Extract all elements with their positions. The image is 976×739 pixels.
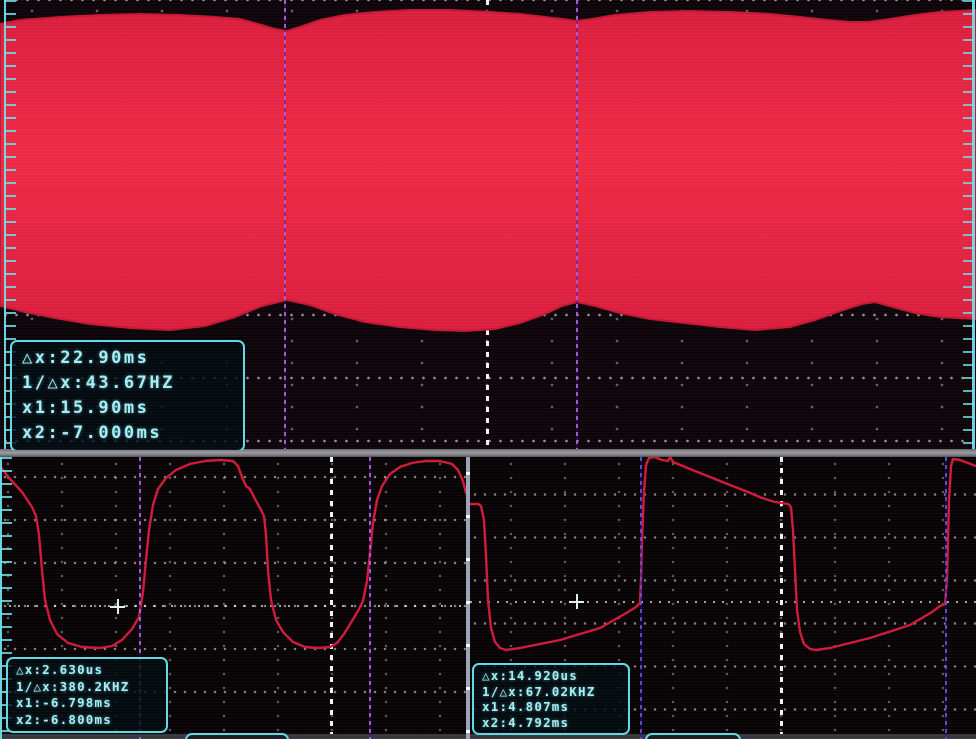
right-edge-ruler — [963, 0, 975, 450]
cursor-line-x1 — [369, 457, 371, 739]
cursor-line-x2 — [640, 457, 642, 739]
trigger-cross-icon — [110, 599, 125, 614]
cursor-measurement-box: △x:22.90ms 1/△x:43.67HZ x1:15.90ms x2:-7… — [10, 340, 245, 450]
scope-panel-zoom-right: △x:14.920us 1/△x:67.02KHZ x1:4.807ms x2:… — [470, 457, 976, 739]
scope-panel-main: △x:22.90ms 1/△x:43.67HZ x1:15.90ms x2:-7… — [0, 0, 976, 450]
x1-readout: x1:15.90ms — [22, 398, 150, 418]
cursor-measurement-box: △x:14.920us 1/△x:67.02KHZ x1:4.807ms x2:… — [472, 663, 630, 735]
x2-readout: x2:4.792ms — [482, 714, 570, 730]
delta-x-readout: △x:22.90ms — [22, 348, 150, 368]
x1-readout: x1:-6.798ms — [16, 695, 112, 710]
panel-divider-vertical — [466, 457, 470, 739]
frequency-readout: 1/△x:43.67HZ — [22, 373, 175, 393]
cursor-line-x1 — [576, 0, 578, 450]
frequency-readout: 1/△x:380.2KHZ — [16, 678, 130, 694]
cursor-measurement-box: △x:2.630us 1/△x:380.2KHZ x1:-6.798ms x2:… — [6, 657, 168, 733]
delta-x-readout: △x:2.630us — [16, 662, 104, 677]
graticule-center-column — [486, 0, 489, 450]
clipped-measurement-box — [185, 733, 289, 739]
graticule-center-column — [780, 457, 783, 739]
clipped-measurement-box — [645, 733, 741, 739]
frequency-readout: 1/△x:67.02KHZ — [482, 683, 596, 699]
graticule-axis-row — [0, 605, 466, 607]
x2-readout: x2:-7.000ms — [22, 423, 163, 443]
cursor-line-x2 — [284, 0, 286, 450]
trigger-cross-icon — [569, 594, 584, 609]
cursor-line-x1 — [945, 457, 947, 739]
x1-readout: x1:4.807ms — [482, 699, 570, 714]
graticule-center-column — [330, 457, 333, 739]
x2-readout: x2:-6.800ms — [16, 711, 112, 727]
panel-divider-horizontal — [0, 449, 976, 457]
delta-x-readout: △x:14.920us — [482, 668, 578, 683]
scope-panel-zoom-left: △x:2.630us 1/△x:380.2KHZ x1:-6.798ms x2:… — [0, 457, 466, 739]
graticule-axis-row — [470, 601, 976, 603]
